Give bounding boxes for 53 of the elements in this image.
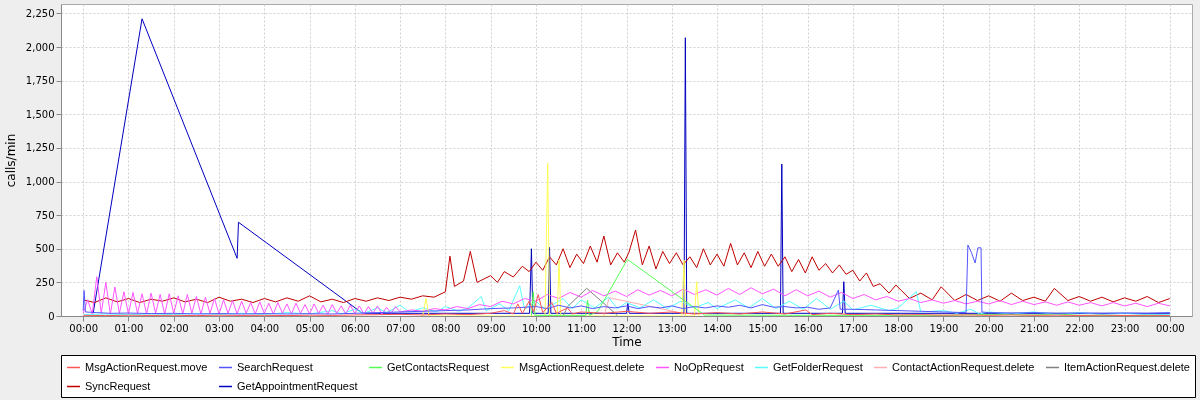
y-tick-label: 2,000 [25, 41, 55, 53]
x-tick-label: 17:00 [838, 322, 868, 334]
y-axis-title: calls/min [3, 133, 18, 188]
line-series [82, 244, 1171, 315]
y-tick-label: 0 [48, 310, 55, 322]
y-tick-label: 1,500 [25, 108, 55, 120]
x-tick-label: 00:00 [1155, 322, 1185, 334]
x-tick-label: 11:00 [567, 322, 597, 334]
y-tick-label: 1,750 [25, 75, 55, 87]
legend-label: SyncRequest [85, 379, 151, 392]
line-series [422, 162, 700, 316]
x-axis-title: Time [611, 334, 642, 349]
x-tick-label: 10:00 [522, 322, 551, 334]
y-tick-label: 1,000 [25, 176, 55, 188]
legend-label: MsgActionRequest.move [85, 360, 208, 373]
legend-label: SearchRequest [237, 360, 313, 373]
x-tick-label: 21:00 [1020, 322, 1049, 334]
legend-label: MsgActionRequest.delete [519, 360, 645, 373]
line-series [82, 276, 1171, 315]
y-tick-label: 750 [35, 209, 55, 221]
x-tick-label: 20:00 [974, 322, 1004, 334]
x-tick-label: 13:00 [657, 322, 687, 334]
legend-label: GetFolderRequest [773, 360, 863, 373]
line-series [82, 229, 1171, 304]
x-tick-label: 04:00 [250, 322, 280, 334]
x-tick-label: 07:00 [386, 322, 416, 334]
x-tick-label: 15:00 [748, 322, 778, 334]
x-tick-label: 05:00 [295, 322, 325, 334]
x-tick-label: 22:00 [1065, 322, 1095, 334]
x-tick-label: 00:00 [69, 322, 99, 334]
y-tick-label: 500 [35, 243, 55, 255]
y-tick-label: 1,250 [25, 142, 55, 154]
x-tick-label: 12:00 [612, 322, 642, 334]
x-tick-label: 23:00 [1110, 322, 1140, 334]
x-tick-label: 06:00 [340, 322, 370, 334]
x-tick-label: 16:00 [793, 322, 823, 334]
x-tick-label: 01:00 [114, 322, 144, 334]
x-tick-label: 09:00 [476, 322, 506, 334]
y-tick-label: 250 [35, 276, 55, 288]
x-tick-label: 18:00 [884, 322, 914, 334]
x-tick-label: 14:00 [703, 322, 732, 334]
x-tick-label: 02:00 [159, 322, 189, 334]
legend-label: GetAppointmentRequest [237, 379, 358, 392]
x-tick-label: 19:00 [929, 322, 959, 334]
x-tick-label: 03:00 [205, 322, 234, 334]
line-series [82, 293, 1171, 316]
legend-label: ContactActionRequest.delete [892, 360, 1035, 373]
line-series [92, 18, 1171, 314]
y-tick-label: 2,250 [25, 7, 55, 19]
legend-label: ItemActionRequest.delete [1064, 360, 1190, 373]
legend-label: GetContactsRequest [387, 360, 490, 373]
x-tick-label: 08:00 [431, 322, 461, 334]
legend-label: NoOpRequest [674, 360, 744, 373]
